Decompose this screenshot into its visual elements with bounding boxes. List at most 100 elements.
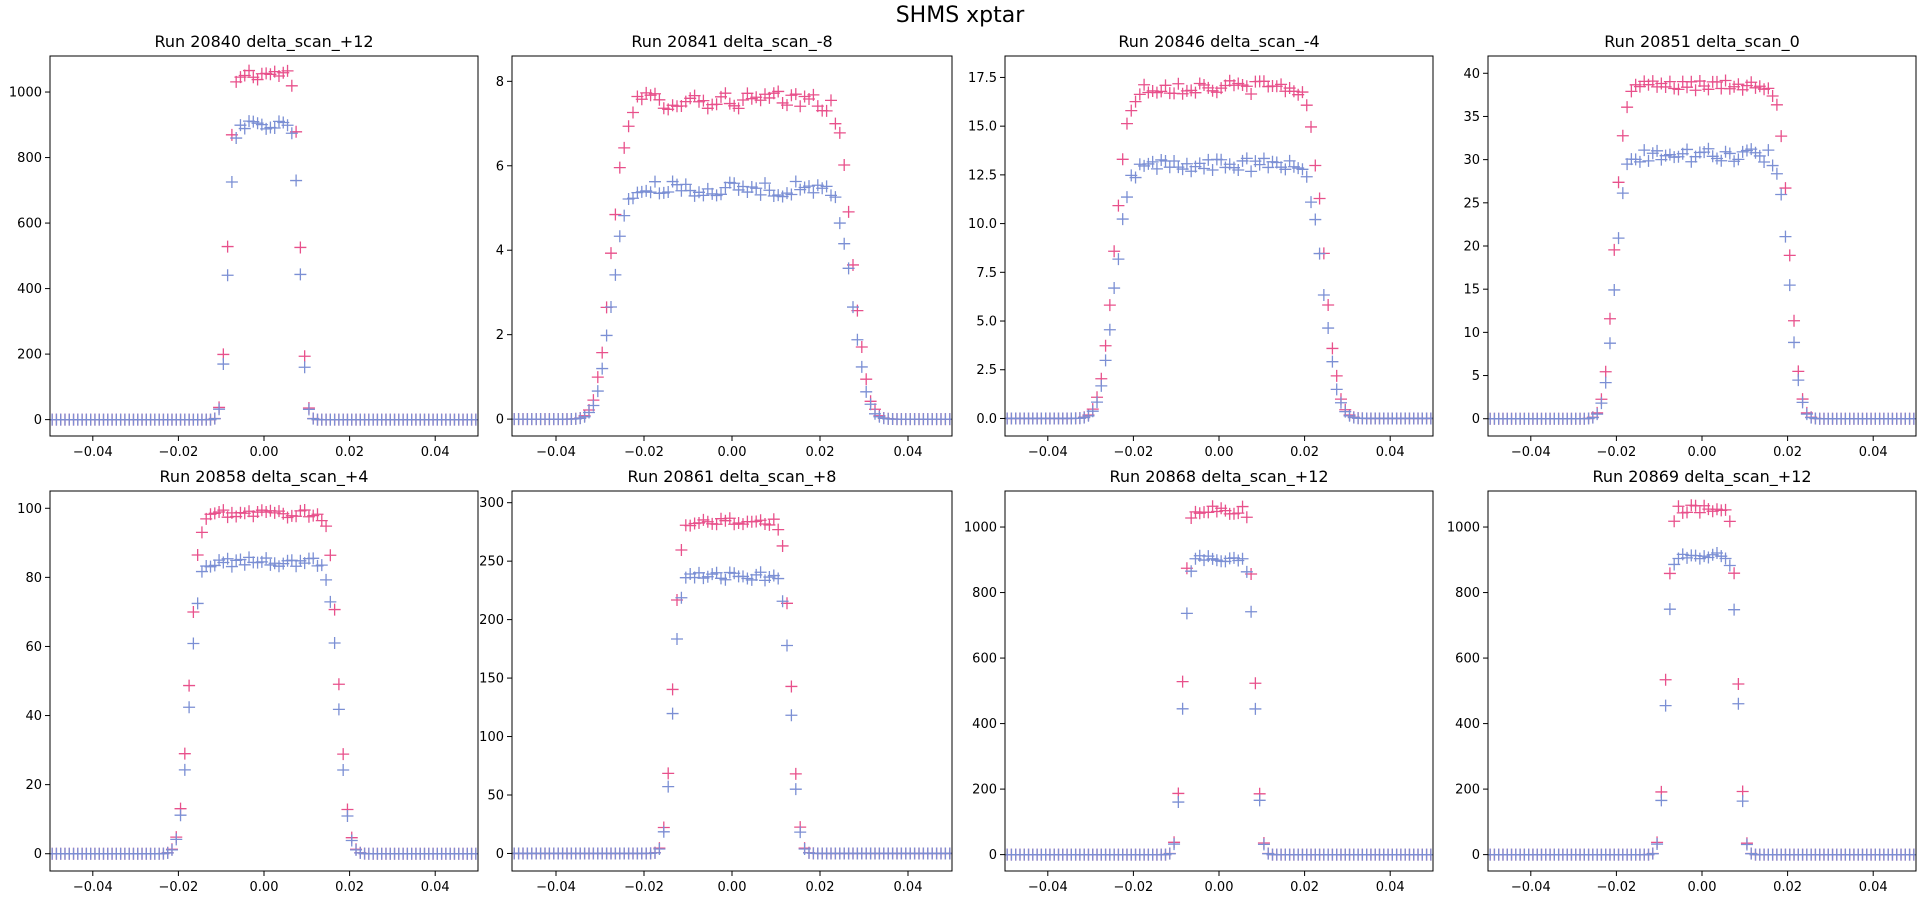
- data-point: [675, 591, 688, 604]
- data-point: [1275, 78, 1288, 91]
- axes-frame: [1487, 490, 1917, 872]
- x-tick-label: 0.00: [1205, 445, 1234, 460]
- data-point: [1313, 247, 1326, 260]
- data-point: [847, 301, 859, 314]
- data-point: [1176, 675, 1189, 688]
- data-point: [600, 329, 613, 342]
- y-tick-label: 25: [1463, 196, 1480, 211]
- data-point: [596, 346, 609, 359]
- data-point: [1612, 232, 1625, 245]
- data-point: [776, 539, 789, 552]
- data-point: [1783, 279, 1796, 292]
- data-point: [1176, 702, 1189, 715]
- data-point: [1086, 405, 1099, 418]
- data-point: [298, 350, 311, 363]
- data-point: [1668, 515, 1681, 528]
- y-tick-label: 400: [1455, 717, 1480, 732]
- data-point: [697, 189, 710, 202]
- data-point: [1168, 155, 1181, 168]
- series-2: [512, 566, 952, 860]
- data-point: [1257, 152, 1270, 165]
- series-2: [512, 175, 952, 426]
- data-point: [1719, 74, 1732, 87]
- subplot-6: Run 20861 delta_scan_+8 −0.04 −0.02 0.00 0.0…: [479, 467, 953, 895]
- data-point: [1091, 396, 1104, 409]
- data-point: [591, 371, 604, 384]
- x-tick-label: 0.04: [1376, 445, 1405, 460]
- x-tick-label: 0.02: [806, 445, 835, 460]
- data-point: [298, 361, 311, 374]
- data-point: [307, 552, 320, 565]
- data-point: [1689, 84, 1702, 97]
- y-tick-label: 800: [1455, 586, 1480, 601]
- data-point: [1775, 188, 1788, 201]
- x-tick-label: 0.00: [1688, 880, 1717, 895]
- y-tick-label: 0: [496, 847, 504, 862]
- data-point: [302, 403, 315, 416]
- data-point: [723, 512, 736, 525]
- data-point: [469, 847, 478, 860]
- data-point: [1253, 794, 1266, 807]
- data-points: [1488, 499, 1916, 861]
- data-point: [605, 301, 617, 314]
- y-tick-label: 100: [17, 502, 42, 517]
- y-tick-label: 0.0: [976, 412, 997, 427]
- data-point: [679, 178, 692, 191]
- series-1: [1488, 74, 1916, 425]
- data-point: [1719, 552, 1732, 565]
- series-2: [1005, 152, 1433, 425]
- y-tick-label: 600: [972, 652, 997, 667]
- series-1: [512, 85, 952, 426]
- y-tick-label: 0: [1472, 848, 1480, 863]
- series-1: [50, 64, 478, 426]
- data-point: [1112, 253, 1125, 266]
- data-point: [1907, 848, 1916, 861]
- y-tick-label: 5: [1472, 369, 1480, 384]
- data-point: [1120, 191, 1133, 204]
- series-1: [1005, 500, 1433, 861]
- data-point: [1116, 213, 1129, 226]
- data-point: [820, 104, 833, 117]
- data-point: [860, 385, 873, 398]
- data-point: [1625, 85, 1638, 98]
- data-point: [1672, 500, 1685, 513]
- data-point: [1236, 552, 1249, 565]
- data-point: [1681, 506, 1694, 519]
- data-point: [1099, 354, 1112, 367]
- x-tick-label: 0.02: [1290, 445, 1319, 460]
- y-tick-label: 200: [17, 348, 42, 363]
- data-point: [1728, 603, 1741, 616]
- data-point: [825, 94, 837, 107]
- x-tick-label: 0.04: [421, 445, 450, 460]
- data-point: [1326, 355, 1339, 368]
- subplot-title: Run 20846 delta_scan_-4: [1118, 32, 1319, 52]
- data-point: [281, 64, 294, 77]
- data-point: [1112, 199, 1125, 212]
- data-point: [657, 825, 670, 838]
- data-point: [1608, 243, 1621, 256]
- x-tick-label: −0.02: [1596, 445, 1636, 460]
- data-point: [1693, 506, 1706, 519]
- subplot-title: Run 20840 delta_scan_+12: [154, 32, 373, 52]
- data-point: [268, 122, 281, 135]
- data-point: [697, 94, 710, 107]
- data-point: [225, 560, 238, 573]
- data-points: [1488, 74, 1916, 425]
- data-point: [1599, 365, 1612, 378]
- data-point: [225, 175, 238, 188]
- data-point: [1783, 249, 1796, 262]
- data-point: [591, 385, 604, 398]
- x-tick-label: −0.04: [1511, 880, 1551, 895]
- y-tick-label: 400: [972, 717, 997, 732]
- data-point: [1305, 120, 1318, 133]
- data-point: [1236, 500, 1249, 513]
- data-point: [1651, 838, 1664, 851]
- x-tick-label: 0.02: [1290, 880, 1319, 895]
- data-point: [789, 88, 802, 101]
- data-point: [170, 833, 183, 846]
- data-point: [1672, 83, 1685, 96]
- data-point: [315, 559, 328, 572]
- data-point: [785, 188, 798, 201]
- data-point: [1279, 163, 1292, 176]
- data-point: [1638, 144, 1651, 157]
